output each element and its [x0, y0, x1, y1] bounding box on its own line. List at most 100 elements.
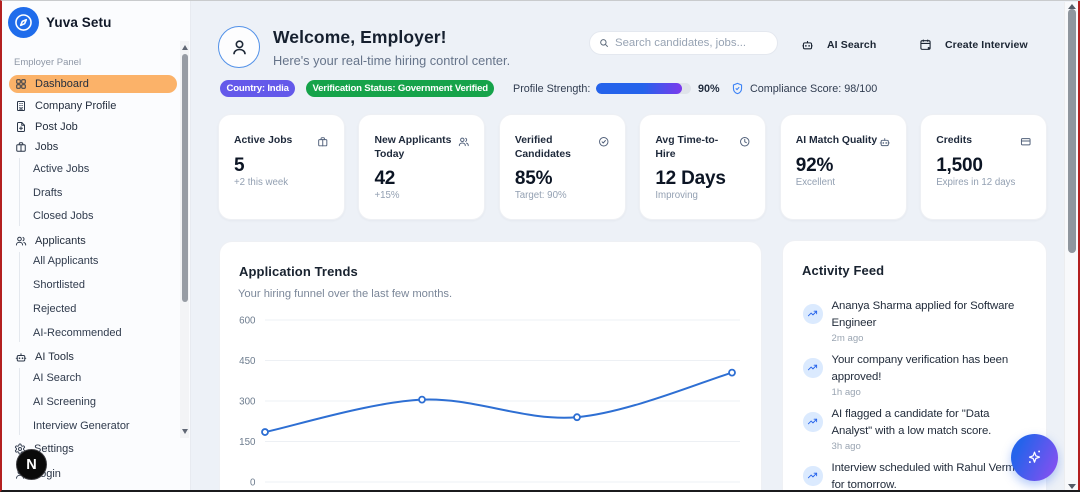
y-axis-label: 300	[239, 396, 256, 407]
y-axis-label: 0	[250, 477, 256, 488]
sidebar-item-ai-search[interactable]: AI Search	[33, 372, 82, 384]
sidebar-item-drafts[interactable]: Drafts	[33, 186, 63, 199]
stat-card-ai-match-quality: AI Match Quality 92% Excellent	[779, 114, 907, 220]
trending-up-icon	[808, 311, 818, 317]
chart-title: Application Trends	[239, 264, 358, 279]
building-icon	[17, 100, 25, 111]
calendar-plus-icon	[920, 39, 931, 50]
sidebar-item-interview-generator[interactable]: Interview Generator	[33, 419, 130, 432]
bot-icon	[879, 137, 890, 146]
stat-title: Active Jobs	[234, 134, 293, 146]
scroll-up-icon[interactable]	[181, 45, 188, 50]
activity-icon-wrap	[803, 466, 823, 486]
create-interview-button[interactable]: Create Interview	[919, 38, 1028, 51]
stat-value: 5	[234, 154, 245, 176]
sidebar-item-shortlisted[interactable]: Shortlisted	[33, 278, 85, 291]
users-icon	[458, 137, 469, 146]
activity-icon-wrap	[803, 304, 823, 324]
sidebar-item-label: Company Profile	[35, 99, 117, 112]
activity-item[interactable]: Ananya Sharma applied for Software Engin…	[803, 298, 1032, 344]
verification-badge: Verification Status: Government Verified	[306, 80, 495, 97]
search-input[interactable]	[615, 37, 765, 49]
sidebar-item-closed-jobs[interactable]: Closed Jobs	[33, 210, 94, 222]
stat-card-verified-candidates: Verified Candidates 85% Target: 90%	[498, 114, 626, 220]
brand[interactable]: Yuva Setu	[8, 7, 111, 38]
chart-subtitle: Your hiring funnel over the last few mon…	[238, 287, 453, 300]
sidebar: Yuva Setu Employer Panel Dashboard Compan…	[2, 1, 191, 490]
stat-title: AI Match Quality	[795, 134, 878, 146]
stat-card-avg-time-to-hire: Avg Time-to-Hire 12 Days Improving	[639, 114, 767, 220]
sidebar-item-ai-screening[interactable]: AI Screening	[33, 396, 96, 408]
bot-icon	[802, 40, 813, 50]
sidebar-item-label: Settings	[34, 443, 74, 455]
stat-card-credits: Credits 1,500 Expires in 12 days	[920, 114, 1048, 220]
sidebar-item-active-jobs[interactable]: Active Jobs	[33, 163, 90, 175]
tree-line	[19, 158, 20, 226]
stat-subtext: Excellent	[795, 176, 836, 188]
clock-icon	[739, 136, 750, 146]
sidebar-item-rejected[interactable]: Rejected	[33, 302, 77, 315]
trending-up-icon	[808, 473, 818, 479]
tree-line	[19, 368, 20, 435]
sidebar-item-company-profile[interactable]: Company Profile	[9, 97, 177, 115]
sidebar-item-label: Jobs	[35, 141, 59, 153]
dev-badge[interactable]: N	[16, 449, 47, 480]
briefcase-icon	[16, 142, 26, 152]
activity-title: Activity Feed	[802, 263, 885, 278]
stat-title: Avg Time-to-Hire	[655, 134, 719, 160]
page-subtitle: Here's your real-time hiring control cen…	[273, 52, 511, 68]
search-box[interactable]	[589, 31, 778, 55]
trending-up-icon	[808, 419, 818, 425]
y-axis-label: 600	[239, 315, 256, 326]
stat-subtext: Target: 90%	[514, 189, 567, 201]
trending-up-icon	[808, 365, 818, 371]
activity-time: 2m ago	[831, 332, 864, 344]
stat-title: Verified Candidates	[514, 134, 571, 160]
stats-row: Active Jobs 5 +2 this week New Applicants T…	[218, 114, 1048, 220]
activity-item[interactable]: Interview scheduled with Rahul Verma for…	[803, 460, 1032, 491]
check-circle-icon	[599, 136, 609, 146]
stat-value: 85%	[514, 167, 553, 189]
credit-card-icon	[1020, 137, 1031, 145]
stat-value: 1,500	[936, 154, 983, 176]
stat-value: 92%	[795, 154, 834, 176]
ai-search-label: AI Search	[827, 38, 877, 51]
window-border	[1078, 1, 1080, 490]
activity-time: 1h ago	[831, 386, 861, 398]
stat-head: New Applicants Today	[374, 134, 469, 162]
sidebar-item-label: Dashboard	[35, 77, 89, 90]
y-axis-label: 150	[239, 437, 256, 448]
stat-head: AI Match Quality	[796, 134, 891, 149]
sidebar-scrollbar-thumb[interactable]	[181, 54, 188, 302]
activity-body: Ananya Sharma applied for Software Engin…	[832, 298, 1032, 344]
scroll-down-icon[interactable]	[181, 429, 188, 434]
profile-strength-bar	[596, 83, 691, 94]
sidebar-item-dashboard[interactable]: Dashboard	[9, 74, 177, 93]
activity-item[interactable]: AI flagged a candidate for "Data Analyst…	[803, 406, 1032, 452]
scroll-up-icon[interactable]	[1068, 4, 1076, 9]
sidebar-item-applicants[interactable]: Applicants	[9, 232, 177, 250]
activity-text: Interview scheduled with Rahul Verma for…	[831, 462, 1022, 491]
briefcase-icon	[318, 136, 328, 146]
stat-value: 42	[374, 167, 396, 189]
activity-text: AI flagged a candidate for "Data Analyst…	[831, 408, 992, 437]
activity-text: Ananya Sharma applied for Software Engin…	[831, 300, 1015, 329]
page-scrollbar-thumb[interactable]	[1068, 9, 1076, 253]
dashboard-grid-icon	[16, 78, 26, 89]
sidebar-item-post-job[interactable]: Post Job	[9, 118, 177, 136]
page-title: Welcome, Employer!	[273, 26, 447, 47]
sidebar-item-ai-tools[interactable]: AI Tools	[9, 348, 177, 366]
trend-line	[264, 371, 733, 434]
stat-title: Credits	[936, 134, 972, 146]
activity-item[interactable]: Your company verification has been appro…	[803, 352, 1032, 398]
ai-assistant-fab[interactable]	[1011, 434, 1058, 481]
activity-body: AI flagged a candidate for "Data Analyst…	[832, 406, 1032, 452]
sidebar-item-jobs[interactable]: Jobs	[9, 138, 177, 156]
sidebar-item-all-applicants[interactable]: All Applicants	[33, 254, 99, 267]
ai-search-button[interactable]: AI Search	[801, 38, 876, 51]
profile-strength-value: 90%	[698, 83, 720, 95]
sidebar-scrollbar[interactable]	[180, 41, 189, 438]
page-scrollbar[interactable]	[1064, 2, 1078, 490]
scroll-down-icon[interactable]	[1068, 484, 1076, 489]
sidebar-item-ai-recommended[interactable]: AI-Recommended	[33, 326, 122, 339]
